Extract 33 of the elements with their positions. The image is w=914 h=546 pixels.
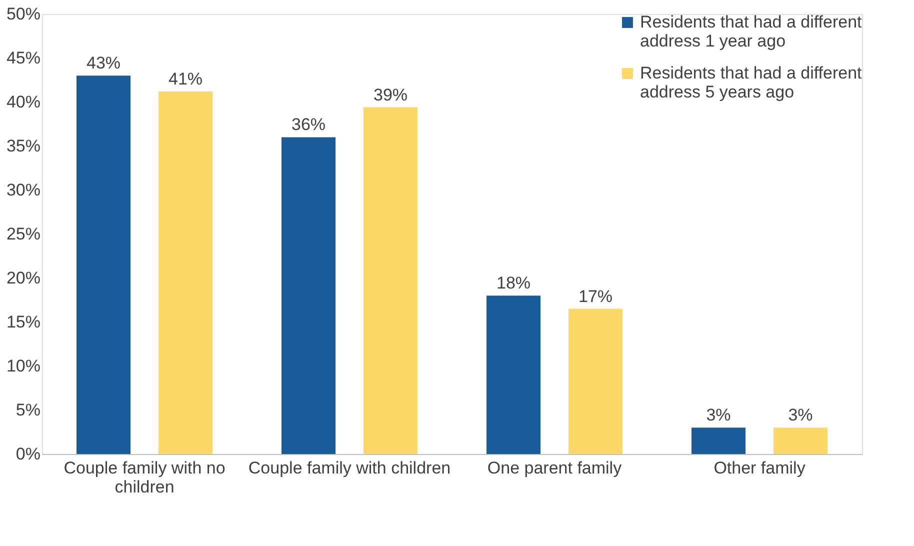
bar [568,308,622,454]
bar [282,137,336,454]
y-tick-label: 40% [6,92,40,112]
y-tick-label: 50% [6,4,40,24]
y-tick-label: 35% [6,136,40,156]
data-label: 3% [706,406,731,425]
y-tick-label: 10% [6,356,40,376]
y-tick-label: 45% [6,48,40,68]
y-tick-label: 5% [16,400,40,420]
bar [76,76,130,454]
data-label: 3% [788,406,813,425]
x-tick-label: Couple family with no children [64,458,226,496]
data-label: 43% [86,54,121,73]
x-tick-label: One parent family [487,458,622,478]
bar [486,296,540,454]
data-label: 18% [496,274,531,293]
x-tick-label: Other family [714,458,806,478]
bar [774,428,828,454]
bar [692,428,746,454]
y-tick-label: 0% [16,444,40,464]
y-tick-label: 30% [6,180,40,200]
bar [364,107,418,454]
x-tick-label: Couple family with children [248,458,451,478]
legend-label: Residents that had a different address 1 year ago [640,12,862,50]
y-tick-label: 20% [6,268,40,288]
data-label: 36% [291,115,326,134]
y-tick-label: 15% [6,312,40,332]
data-label: 41% [168,69,203,88]
legend-label: Residents that had a different address 5 years ago [640,64,862,102]
data-label: 39% [373,85,408,104]
y-tick-label: 25% [6,224,40,244]
bar [158,91,212,454]
data-label: 17% [578,286,613,306]
